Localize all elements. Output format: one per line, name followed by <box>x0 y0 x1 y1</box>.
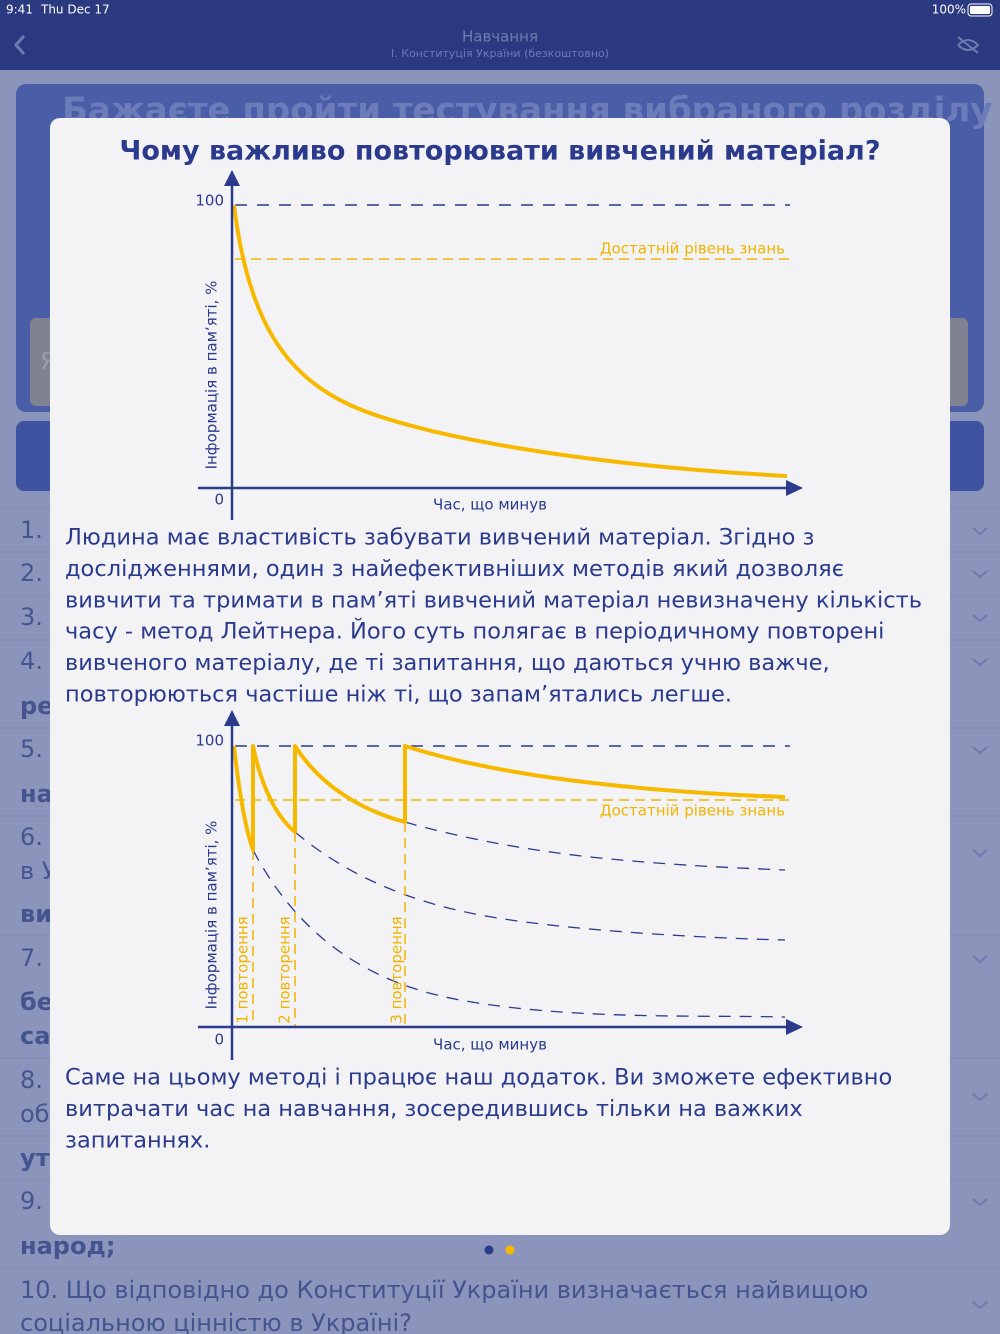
x-arrow <box>786 1019 803 1035</box>
chevron[interactable] <box>972 1093 988 1102</box>
y-arrow <box>224 170 240 186</box>
chevron[interactable] <box>972 746 988 755</box>
list-item-text: 8. <box>20 1066 43 1094</box>
repetition-label: 1 повторення <box>234 916 252 1023</box>
paragraph-line: дослідженнями, один з найефективніших ме… <box>65 556 844 582</box>
modal <box>50 118 950 1235</box>
status-time: 9:41 <box>6 3 33 17</box>
list-item-text: народ; <box>20 1232 115 1260</box>
paragraph-line: повторюються частіше ніж ті, що запам’ят… <box>65 682 732 708</box>
y-top-label: 100 <box>195 192 224 210</box>
paragraph: Саме на цьому методі і працює наш додато… <box>65 1065 892 1154</box>
page-dot-active[interactable] <box>505 1245 515 1255</box>
list-item-text: об <box>20 1100 49 1128</box>
y-top-label: 100 <box>195 732 224 750</box>
paragraph-line: вивченого матеріалу, де ті запитання, що… <box>65 650 830 676</box>
status-battery: 100% <box>932 3 966 17</box>
y-arrow <box>224 710 240 726</box>
chevron[interactable] <box>972 658 988 667</box>
list-item-text: са <box>20 1022 50 1050</box>
chevron[interactable] <box>972 1301 988 1310</box>
chevron[interactable] <box>972 614 988 623</box>
status-date: Thu Dec 17 <box>40 3 110 17</box>
nav-bar <box>0 0 1000 70</box>
list-item-text: 3. <box>20 603 43 631</box>
hide-icon[interactable] <box>957 36 980 54</box>
threshold-label: Достатній рівень знань <box>600 802 785 820</box>
forgetting-curve <box>232 204 788 478</box>
threshold-label: Достатній рівень знань <box>600 240 785 258</box>
decay-dashed <box>294 831 786 941</box>
battery-icon <box>967 3 993 17</box>
y-zero-label: 0 <box>214 1031 224 1049</box>
list-item-text: соціальною цінністю в Україні? <box>20 1309 412 1334</box>
chevron[interactable] <box>972 570 988 579</box>
list-item-text: 2. <box>20 559 43 587</box>
decay-dashed <box>252 849 786 1018</box>
list-item-text: ре <box>20 692 53 720</box>
chevron[interactable] <box>972 527 988 536</box>
paragraph-line: Саме на цьому методі і працює наш додато… <box>65 1065 892 1091</box>
repetition-label: 2 повторення <box>276 916 294 1023</box>
repetition-label: 3 повторення <box>388 916 406 1023</box>
list-item-text: ви <box>20 900 52 928</box>
list-item-text: бе <box>20 988 53 1016</box>
list-item-text: 9. <box>20 1187 43 1215</box>
leitner-diagram: 100 0 Інформація в пам’яті, % Час, що ми… <box>195 710 803 1060</box>
nav-subtitle: I. Конституція України (безкоштовно) <box>391 47 609 60</box>
paragraph-line: запитаннях. <box>65 1127 210 1153</box>
forgetting-curve-diagram: 100 0 Інформація в пам’яті, % Час, що ми… <box>195 170 803 520</box>
chevron[interactable] <box>972 849 988 858</box>
back-button[interactable] <box>13 35 26 55</box>
modal-title: Чому важливо повторювати вивчений матері… <box>120 136 881 167</box>
nav-title: Навчання <box>462 28 538 46</box>
x-axis-label: Час, що минув <box>433 1036 547 1054</box>
chevron[interactable] <box>972 955 988 964</box>
paragraph-line: часу - метод Лейтнера. Його суть полягає… <box>65 617 884 645</box>
list-item-text: на <box>20 780 53 808</box>
paragraph-line: витрачати час на навчання, зосередившись… <box>65 1096 803 1122</box>
y-zero-label: 0 <box>214 491 224 509</box>
decay-dashed <box>404 821 786 871</box>
x-axis-label: Час, що минув <box>433 496 547 514</box>
list-item-text: 6. <box>20 823 43 851</box>
list-item-text: 5. <box>20 735 43 763</box>
battery-level <box>970 6 990 14</box>
paragraph-line: Людина має властивість забувати вивчений… <box>65 525 815 551</box>
retention-curve <box>232 744 786 852</box>
list-item-text: 10. Що відповідно до Конституції України… <box>20 1276 868 1304</box>
chevron[interactable] <box>972 1198 988 1207</box>
y-axis-label: Інформація в пам’яті, % <box>203 821 221 1010</box>
x-arrow <box>786 480 803 496</box>
list-item-text: ут <box>20 1144 50 1172</box>
y-axis-label: Інформація в пам’яті, % <box>203 281 221 470</box>
paragraph: Людина має властивість забувати вивчений… <box>65 525 922 708</box>
page-dot[interactable] <box>484 1245 494 1255</box>
paragraph-line: вивчити та тримати в пам’яті вивчений ма… <box>65 587 922 613</box>
list-item-text: 4. <box>20 647 43 675</box>
